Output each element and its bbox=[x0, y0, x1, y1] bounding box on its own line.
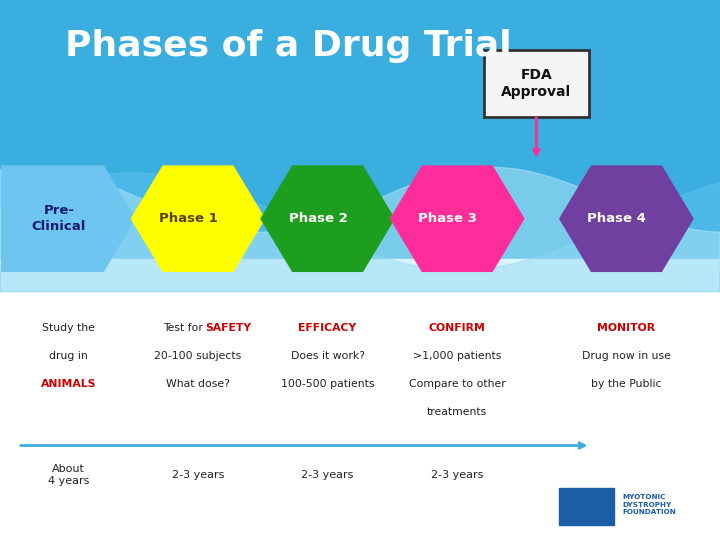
Text: What dose?: What dose? bbox=[166, 379, 230, 389]
Text: Compare to other: Compare to other bbox=[409, 379, 505, 389]
Text: Phase 4: Phase 4 bbox=[588, 212, 647, 225]
Text: Phase 3: Phase 3 bbox=[418, 212, 477, 225]
Text: EFFICACY: EFFICACY bbox=[299, 323, 356, 333]
Polygon shape bbox=[560, 166, 693, 271]
Polygon shape bbox=[2, 166, 135, 271]
Text: FDA
Approval: FDA Approval bbox=[501, 68, 572, 99]
Text: >1,000 patients: >1,000 patients bbox=[413, 351, 501, 361]
Polygon shape bbox=[261, 166, 395, 271]
Text: Drug now in use: Drug now in use bbox=[582, 351, 671, 361]
Text: drug in: drug in bbox=[49, 351, 88, 361]
Text: Phase 1: Phase 1 bbox=[159, 212, 218, 225]
Text: 2-3 years: 2-3 years bbox=[302, 470, 354, 480]
Text: 20-100 subjects: 20-100 subjects bbox=[154, 351, 242, 361]
Text: CONFIRM: CONFIRM bbox=[429, 323, 485, 333]
Polygon shape bbox=[0, 173, 720, 292]
Text: MYOTONIC
DYSTROPHY
FOUNDATION: MYOTONIC DYSTROPHY FOUNDATION bbox=[623, 495, 677, 515]
Text: treatments: treatments bbox=[427, 407, 487, 417]
Text: Test for: Test for bbox=[163, 323, 206, 333]
Polygon shape bbox=[0, 167, 720, 270]
Text: ANIMALS: ANIMALS bbox=[41, 379, 96, 389]
Bar bbox=[559, 488, 614, 525]
Text: by the Public: by the Public bbox=[591, 379, 662, 389]
Text: Phases of a Drug Trial: Phases of a Drug Trial bbox=[65, 29, 511, 63]
Text: 2-3 years: 2-3 years bbox=[431, 470, 483, 480]
Polygon shape bbox=[390, 166, 524, 271]
Text: MONITOR: MONITOR bbox=[598, 323, 655, 333]
Bar bbox=[0, 0, 720, 259]
Text: About
4 years: About 4 years bbox=[48, 464, 89, 486]
Text: 2-3 years: 2-3 years bbox=[172, 470, 224, 480]
Text: SAFETY: SAFETY bbox=[205, 323, 251, 333]
FancyBboxPatch shape bbox=[484, 50, 589, 117]
Text: 100-500 patients: 100-500 patients bbox=[281, 379, 374, 389]
Bar bbox=[0, 259, 720, 540]
Text: Does it work?: Does it work? bbox=[291, 351, 364, 361]
Polygon shape bbox=[132, 166, 265, 271]
Text: Phase 2: Phase 2 bbox=[289, 212, 348, 225]
Text: Pre-
Clinical: Pre- Clinical bbox=[32, 205, 86, 233]
Text: Study the: Study the bbox=[42, 323, 95, 333]
